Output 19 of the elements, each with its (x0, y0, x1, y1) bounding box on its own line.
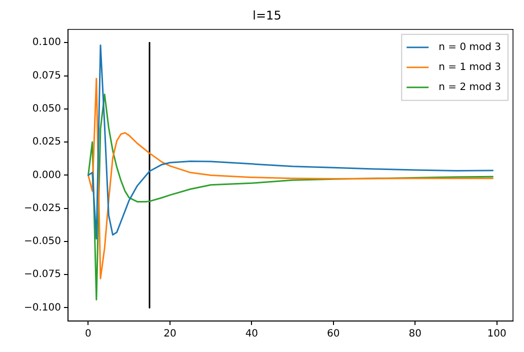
legend-label: n = 0 mod 3 (438, 42, 502, 53)
legend-label: n = 1 mod 3 (438, 62, 502, 73)
y-tick-label: 0.000 (32, 170, 62, 181)
x-tick-label: 80 (408, 328, 422, 340)
chart-title: l=15 (252, 8, 282, 22)
x-tick-label: 0 (85, 328, 92, 340)
y-tick-label: 0.100 (32, 37, 62, 48)
y-tick-label: 0.050 (32, 104, 62, 115)
x-tick-label: 60 (327, 328, 340, 340)
y-tick-label: −0.100 (24, 302, 62, 314)
y-tick-label: 0.025 (32, 136, 62, 148)
x-tick-label: 20 (164, 328, 176, 340)
y-tick-label: −0.025 (24, 202, 62, 214)
x-tick-label: 100 (487, 328, 506, 340)
y-tick-label: 0.075 (32, 70, 62, 82)
x-tick-label: 40 (245, 328, 258, 340)
legend-label: n = 2 mod 3 (438, 82, 502, 93)
y-tick-label: −0.050 (24, 236, 62, 248)
y-tick-label: −0.075 (24, 269, 62, 280)
